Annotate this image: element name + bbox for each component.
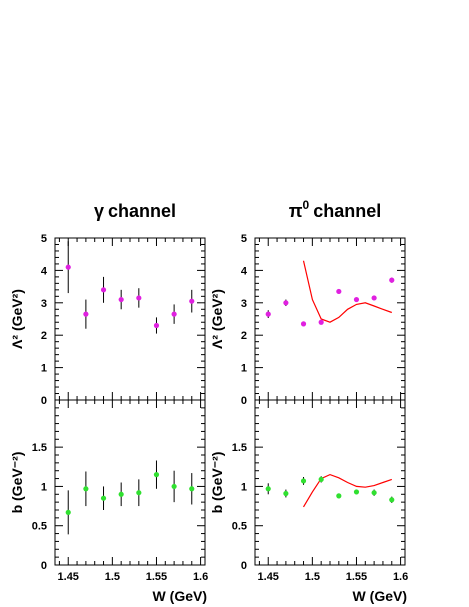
gamma-lambda-ytick-label: 5: [41, 233, 47, 245]
gamma-lambda-ytick-label: 0: [41, 395, 47, 407]
pi0-b-data-point: [336, 493, 342, 499]
pi0-lambda-panel: 0 1 2 3 4 5 Λ² (GeV²): [209, 233, 406, 407]
gamma-lambda-frame: [54, 237, 206, 401]
pi0-b-ylabel: b (GeV⁻²): [209, 452, 225, 514]
pi0-lambda-data-point: [336, 288, 342, 295]
gamma-b-panel: 0 0.5 1 1.5 1.45 1.5 1.55 1.6 b (GeV⁻²) W (GeV): [9, 399, 208, 604]
pi0-b-data-point: [389, 497, 395, 503]
pi0-lambda-data-point: [353, 296, 360, 303]
gamma-b-data-point: [118, 491, 124, 497]
pi0-channel-title: π0 channel: [289, 198, 382, 221]
pi0-title-label: channel: [313, 201, 381, 221]
pi0-b-ytick-label: 0: [241, 560, 247, 572]
pi0-lambda-ytick-label: 5: [241, 233, 247, 245]
pi0-lambda-data-point: [389, 277, 395, 283]
gamma-lambda-ylabel: Λ² (GeV²): [9, 289, 25, 349]
pi0-b-ytick-label: 1: [241, 481, 247, 493]
gamma-b-xtick-label: 1.5: [105, 571, 120, 583]
gamma-lambda-data-point: [136, 295, 142, 301]
pi0-b-data-point: [283, 490, 289, 497]
gamma-b-frame: [54, 399, 206, 566]
pi0-b-xlabel: W (GeV): [353, 588, 407, 604]
pi0-b-xtick-label: 1.55: [346, 571, 367, 583]
pi0-b-xtick-label: 1.5: [305, 571, 320, 583]
pi0-lambda-frame: [254, 237, 406, 401]
gamma-b-data-point: [189, 486, 195, 492]
gamma-lambda-ytick-label: 1: [41, 363, 47, 375]
gamma-b-ytick-label: 1.5: [32, 442, 47, 454]
gamma-lambda-data-point: [171, 311, 177, 317]
gamma-b-ytick-label: 1: [41, 481, 47, 493]
gamma-b-data-point: [65, 509, 71, 515]
gamma-lambda-ytick-label: 4: [41, 265, 48, 277]
gamma-b-data-point: [136, 490, 142, 496]
gamma-b-data-point: [100, 495, 107, 501]
gamma-lambda-data-point: [153, 322, 160, 329]
gamma-channel-title: γ channel: [94, 201, 176, 221]
pi0-b-model-curve: [302, 473, 392, 508]
pi0-lambda-ylabel: Λ² (GeV²): [209, 289, 225, 349]
gamma-b-xlabel: W (GeV): [153, 588, 207, 604]
pi0-lambda-data-point: [318, 319, 324, 325]
gamma-b-data-point: [171, 483, 177, 490]
gamma-b-ytick-label: 0.5: [32, 521, 47, 533]
pi0-lambda-ytick-label: 2: [241, 330, 247, 342]
pi0-b-ytick-label: 0.5: [232, 521, 247, 533]
gamma-lambda-data-point: [189, 298, 195, 304]
pi0-b-panel: 0 0.5 1 1.5 1.45 1.5 1.55 1.6 b (GeV⁻²) W (GeV): [209, 399, 408, 604]
gamma-b-ytick-label: 0: [41, 560, 47, 572]
pi0-b-xtick-label: 1.45: [258, 571, 279, 583]
gamma-lambda-ytick-label: 3: [41, 298, 47, 310]
pi0-b-data-point: [318, 476, 324, 482]
pi0-lambda-ytick-label: 3: [241, 298, 247, 310]
gamma-b-ylabel: b (GeV⁻²): [9, 452, 25, 514]
pi0-lambda-ytick-label: 0: [241, 395, 247, 407]
pi0-lambda-data-point: [283, 300, 289, 306]
pi0-b-data-point: [353, 489, 360, 495]
pi0-title-superscript: 0: [303, 198, 310, 212]
gamma-b-data-point: [153, 472, 160, 478]
pi0-lambda-ytick-label: 4: [241, 265, 248, 277]
pi0-title-symbol: π: [289, 201, 303, 221]
pi0-b-data-point: [300, 478, 307, 484]
pi0-lambda-data-point: [265, 311, 271, 317]
gamma-lambda-data-point: [118, 296, 124, 303]
gamma-lambda-data-point: [65, 264, 71, 270]
pi0-lambda-data-point: [371, 295, 377, 301]
gamma-title-symbol: γ: [94, 201, 104, 221]
gamma-b-data-point: [83, 486, 89, 492]
pi0-b-data-point: [265, 486, 271, 492]
gamma-b-xtick-label: 1.55: [146, 571, 167, 583]
gamma-lambda-data-point: [100, 287, 107, 293]
gamma-b-xtick-label: 1.6: [193, 571, 208, 583]
pi0-b-data-point: [371, 490, 377, 496]
gamma-b-xtick-label: 1.45: [58, 571, 79, 583]
gamma-lambda-ytick-label: 2: [41, 330, 47, 342]
pi0-b-ytick-label: 1.5: [232, 442, 247, 454]
pi0-b-xtick-label: 1.6: [393, 571, 408, 583]
gamma-lambda-data-point: [83, 311, 89, 317]
pi0-lambda-model-curve: [302, 260, 393, 323]
gamma-title-label: channel: [108, 201, 176, 221]
gamma-lambda-panel: 0 1 2 3 4 5 Λ² (GeV²): [9, 233, 206, 407]
pi0-lambda-data-point: [300, 321, 307, 327]
pi0-lambda-ytick-label: 1: [241, 363, 247, 375]
